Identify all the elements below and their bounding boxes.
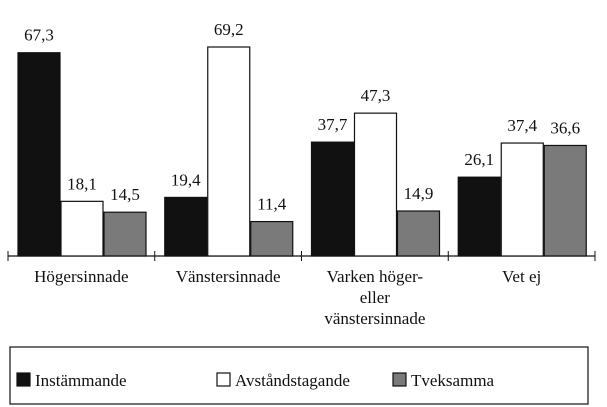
legend-swatch xyxy=(16,372,31,387)
legend-label: Tveksamma xyxy=(411,371,495,390)
bar xyxy=(500,142,544,257)
data-label: 18,1 xyxy=(67,174,97,193)
data-label: 26,1 xyxy=(464,150,494,169)
data-label: 11,4 xyxy=(257,195,287,214)
bar xyxy=(17,52,61,257)
data-label: 14,9 xyxy=(404,184,434,203)
bar xyxy=(250,220,294,257)
data-label: 67,3 xyxy=(24,26,54,45)
legend-label: Avståndstagande xyxy=(235,371,350,390)
bar xyxy=(103,211,147,257)
data-label: 47,3 xyxy=(361,86,391,105)
legend-label: Instämmande xyxy=(35,371,127,390)
x-tick-label: Högersinnade xyxy=(34,267,128,286)
legend-swatch xyxy=(216,372,231,387)
bar xyxy=(543,144,587,257)
data-label: 36,6 xyxy=(550,118,580,137)
x-tick-label: Varken höger-eller vänstersinnade xyxy=(324,267,425,328)
x-tick-label: Vänstersinnade xyxy=(176,267,281,286)
data-label: 69,2 xyxy=(214,20,244,39)
bar xyxy=(310,141,355,257)
data-label: 14,5 xyxy=(110,185,140,204)
bar xyxy=(457,176,501,257)
bar xyxy=(164,196,208,257)
bar xyxy=(353,112,398,257)
x-tick-label: Vet ej xyxy=(502,267,541,286)
bar xyxy=(60,200,104,257)
bar xyxy=(207,46,251,257)
legend-box xyxy=(9,346,589,405)
legend-swatch xyxy=(392,372,407,387)
data-label: 19,4 xyxy=(171,170,201,189)
bar xyxy=(396,210,441,257)
data-label: 37,7 xyxy=(318,115,348,134)
data-label: 37,4 xyxy=(507,116,537,135)
